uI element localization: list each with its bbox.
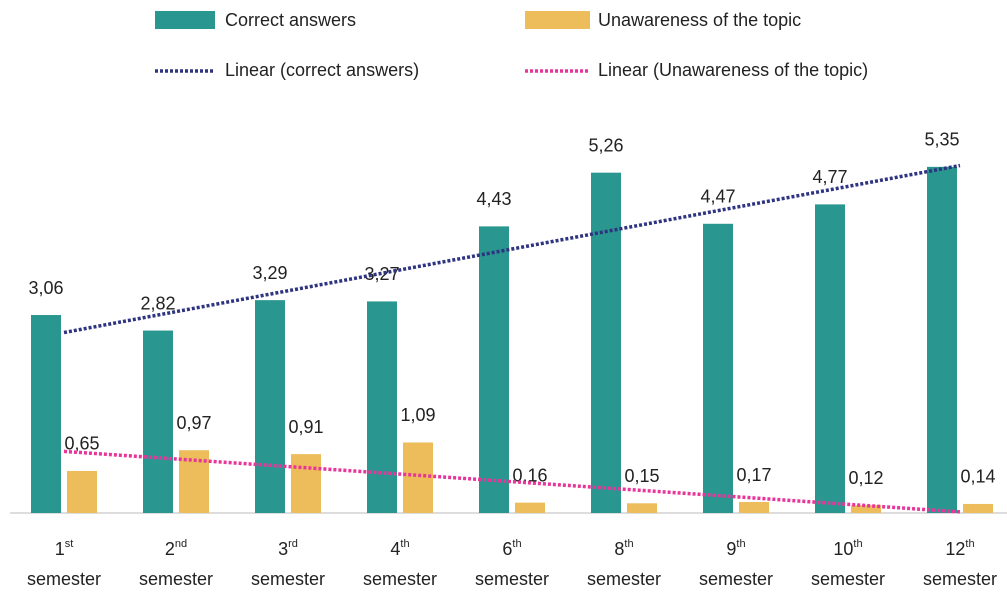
x-tick-word: semester bbox=[251, 569, 325, 589]
bar bbox=[367, 301, 397, 513]
x-tick-suffix: th bbox=[400, 538, 409, 550]
bar bbox=[403, 442, 433, 513]
legend-label: Linear (Unawareness of the topic) bbox=[598, 60, 868, 80]
x-tick-label: 12th semester bbox=[923, 538, 997, 589]
x-tick-number: 1 bbox=[55, 539, 65, 559]
x-tick-number: 2 bbox=[165, 539, 175, 559]
x-tick-suffix: th bbox=[624, 538, 633, 550]
legend-swatch bbox=[155, 11, 215, 29]
bar bbox=[927, 166, 957, 514]
x-tick-label: 6th semester bbox=[475, 538, 549, 589]
x-tick-label: 10th semester bbox=[811, 538, 885, 589]
bar bbox=[851, 505, 881, 513]
bar bbox=[627, 503, 657, 513]
x-tick-word: semester bbox=[587, 569, 661, 589]
data-label: 5,35 bbox=[924, 130, 959, 150]
data-label: 3,27 bbox=[364, 264, 399, 284]
bar bbox=[31, 315, 61, 513]
x-tick-suffix: rd bbox=[288, 538, 298, 550]
x-tick-word: semester bbox=[811, 569, 885, 589]
bar bbox=[255, 300, 285, 513]
x-tick-number: 9 bbox=[726, 539, 736, 559]
legend-label: Correct answers bbox=[225, 10, 356, 30]
data-label: 0,91 bbox=[288, 417, 323, 437]
x-tick-number: 3 bbox=[278, 539, 288, 559]
bar bbox=[291, 454, 321, 513]
data-label: 0,17 bbox=[736, 465, 771, 485]
legend-label: Unawareness of the topic bbox=[598, 10, 801, 30]
legend-label: Linear (correct answers) bbox=[225, 60, 419, 80]
x-tick-number: 8 bbox=[614, 539, 624, 559]
x-tick-label: 3rd semester bbox=[251, 538, 325, 589]
bar bbox=[479, 226, 509, 513]
x-tick-number: 10 bbox=[833, 539, 853, 559]
bar bbox=[591, 172, 621, 514]
data-label: 0,14 bbox=[960, 467, 995, 487]
x-tick-suffix: nd bbox=[175, 538, 187, 550]
x-tick-suffix: th bbox=[965, 538, 974, 550]
bar bbox=[963, 503, 993, 513]
x-tick-suffix: th bbox=[512, 538, 521, 550]
x-tick-word: semester bbox=[363, 569, 437, 589]
x-tick-number: 4 bbox=[390, 539, 400, 559]
data-label: 4,77 bbox=[812, 167, 847, 187]
data-label: 4,43 bbox=[476, 189, 511, 209]
x-tick-label: 1st semester bbox=[27, 538, 101, 589]
bar bbox=[739, 502, 769, 513]
x-tick-label: 8th semester bbox=[587, 538, 661, 589]
data-label: 0,65 bbox=[64, 434, 99, 454]
data-label: 0,15 bbox=[624, 466, 659, 486]
x-tick-label: 9th semester bbox=[699, 538, 773, 589]
x-tick-word: semester bbox=[475, 569, 549, 589]
bar bbox=[143, 330, 173, 513]
x-tick-suffix: th bbox=[736, 538, 745, 550]
x-tick-word: semester bbox=[139, 569, 213, 589]
data-label: 2,82 bbox=[140, 293, 175, 313]
data-label: 3,29 bbox=[252, 263, 287, 283]
x-tick-label: 4th semester bbox=[363, 538, 437, 589]
trendline bbox=[63, 163, 961, 335]
x-tick-word: semester bbox=[27, 569, 101, 589]
bar bbox=[815, 204, 845, 514]
x-tick-label: 2nd semester bbox=[139, 538, 213, 589]
x-tick-suffix: th bbox=[853, 538, 862, 550]
x-tick-suffix: st bbox=[65, 538, 74, 550]
bar bbox=[515, 502, 545, 513]
x-tick-word: semester bbox=[923, 569, 997, 589]
x-tick-word: semester bbox=[699, 569, 773, 589]
data-label: 5,26 bbox=[588, 135, 623, 155]
x-tick-number: 6 bbox=[502, 539, 512, 559]
data-label: 3,06 bbox=[28, 278, 63, 298]
bar bbox=[703, 223, 733, 513]
data-label: 4,47 bbox=[700, 187, 735, 207]
data-label: 0,16 bbox=[512, 465, 547, 485]
data-label: 0,97 bbox=[176, 413, 211, 433]
data-label: 1,09 bbox=[400, 405, 435, 425]
legend-swatch bbox=[525, 11, 590, 29]
data-label: 0,12 bbox=[848, 468, 883, 488]
x-tick-number: 12 bbox=[945, 539, 965, 559]
bar bbox=[67, 470, 97, 513]
